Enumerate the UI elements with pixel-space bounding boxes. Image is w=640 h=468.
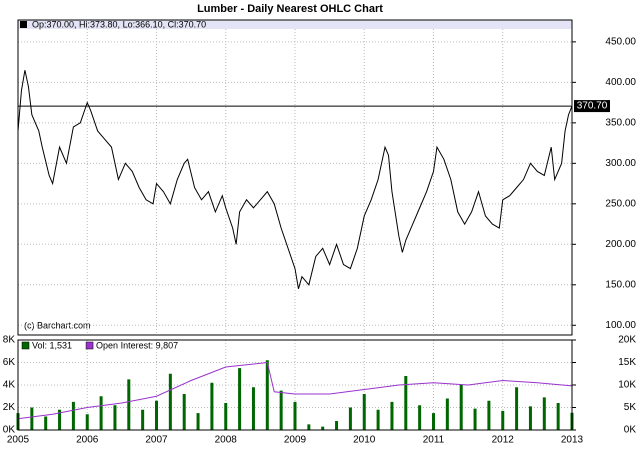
- volume-bar: [418, 405, 422, 430]
- volume-bar: [127, 379, 131, 430]
- x-tick-label: 2008: [215, 435, 238, 446]
- volume-bar: [362, 394, 366, 430]
- volume-bar: [487, 400, 491, 430]
- y-tick-label: 300.00: [605, 158, 636, 169]
- volume-bar: [58, 409, 62, 430]
- price-line: [17, 70, 573, 289]
- x-tick-label: 2006: [76, 435, 99, 446]
- volume-bar: [168, 373, 172, 430]
- volume-bar: [293, 401, 297, 430]
- x-tick-label: 2007: [145, 435, 168, 446]
- volume-bar: [141, 409, 145, 430]
- open-interest-line: [17, 361, 573, 420]
- volume-bar: [251, 387, 255, 430]
- panel-border: [17, 339, 573, 431]
- volume-bar: [265, 360, 269, 430]
- volume-bar: [182, 394, 186, 430]
- volume-bar: [71, 401, 75, 430]
- y-tick-label: 8K: [3, 335, 16, 346]
- volume-bar: [376, 409, 380, 430]
- legend-swatch: [21, 341, 30, 350]
- x-tick-label: 2009: [284, 435, 307, 446]
- chart-title: Lumber - Daily Nearest OHLC Chart: [197, 3, 383, 15]
- y2-tick-label: 10K: [618, 380, 636, 391]
- x-tick-label: 2013: [561, 435, 584, 446]
- volume-bar: [432, 413, 435, 430]
- volume-bar: [404, 376, 408, 430]
- volume-bar: [390, 401, 394, 430]
- y-tick-label: 200.00: [605, 239, 636, 250]
- x-tick-label: 2010: [353, 435, 376, 446]
- y-tick-label: 0K: [3, 425, 16, 436]
- y-tick-label: 4K: [3, 380, 16, 391]
- volume-bar: [85, 414, 89, 430]
- legend-swatch: [85, 341, 94, 350]
- last-price-box: [574, 100, 610, 113]
- volume-bar: [321, 426, 325, 430]
- volume-bar: [44, 416, 48, 430]
- volume-bar: [113, 405, 117, 430]
- y-tick-label: 6K: [3, 357, 16, 368]
- volume-bar: [445, 398, 449, 430]
- y2-tick-label: 0K: [624, 425, 637, 436]
- header-icon: [20, 21, 27, 28]
- volume-bar: [556, 403, 560, 430]
- y2-tick-label: 5K: [624, 402, 637, 413]
- volume-bar: [238, 368, 242, 430]
- volume-bar: [99, 396, 103, 430]
- legend-label: Open Interest: 9,807: [96, 340, 178, 350]
- volume-bar: [30, 407, 34, 430]
- y2-tick-label: 15K: [618, 357, 636, 368]
- y-tick-label: 2K: [3, 402, 16, 413]
- y-tick-label: 400.00: [605, 77, 636, 88]
- volume-bar: [528, 406, 532, 430]
- y-tick-label: 350.00: [605, 117, 636, 128]
- volume-bar: [515, 387, 519, 430]
- last-price-label: 370.70: [577, 101, 608, 112]
- volume-bar: [459, 385, 463, 430]
- header-band: [18, 20, 572, 29]
- volume-bar: [335, 421, 339, 430]
- volume-bar: [473, 408, 477, 430]
- x-tick-label: 2011: [423, 435, 445, 446]
- volume-bar: [279, 390, 283, 430]
- y-tick-label: 100.00: [605, 320, 636, 331]
- panel-border: [17, 19, 573, 336]
- y-tick-label: 250.00: [605, 198, 636, 209]
- volume-bar: [210, 382, 214, 430]
- volume-bar: [196, 413, 200, 430]
- volume-bar: [307, 424, 311, 430]
- legend-label: Vol: 1,531: [32, 340, 72, 350]
- x-tick-label: 2005: [7, 435, 30, 446]
- y2-tick-label: 20K: [618, 335, 636, 346]
- y-tick-label: 450.00: [605, 37, 636, 48]
- volume-bar: [501, 410, 505, 430]
- y-tick-label: 150.00: [605, 279, 636, 290]
- volume-bar: [348, 407, 352, 430]
- header-text: Op:370.00, Hi:373.80, Lo:366.10, Cl:370.…: [32, 19, 206, 29]
- x-tick-label: 2012: [492, 435, 515, 446]
- volume-bar: [542, 397, 546, 430]
- volume-bar: [155, 400, 158, 430]
- volume-bar: [224, 403, 228, 430]
